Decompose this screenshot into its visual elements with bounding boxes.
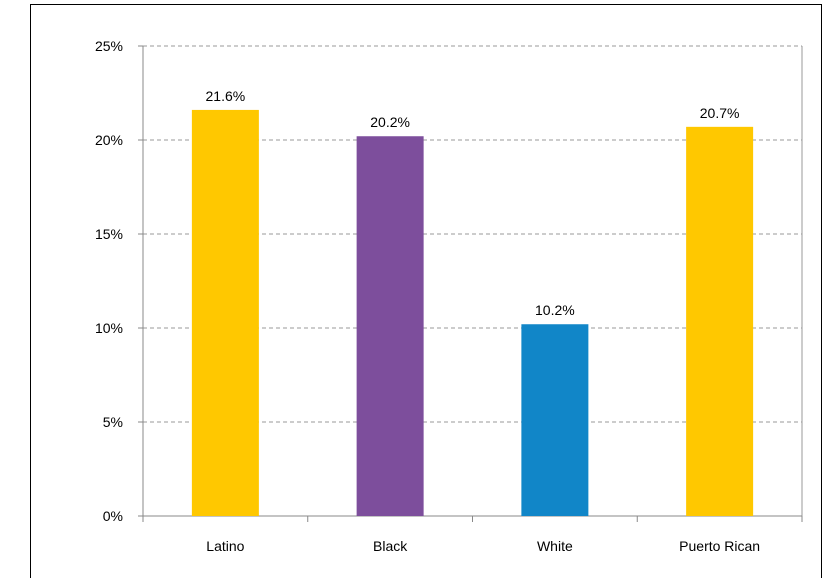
y-tick-label: 10% (95, 320, 123, 336)
x-tick-label: Latino (206, 538, 244, 554)
bar (191, 109, 259, 517)
data-label: 21.6% (206, 88, 246, 104)
bar (686, 126, 754, 516)
bar (356, 136, 424, 517)
x-tick-label: White (537, 538, 573, 554)
data-label: 20.7% (700, 105, 740, 121)
bar (521, 324, 589, 516)
y-tick-label: 5% (103, 414, 123, 430)
y-tick-label: 0% (103, 508, 123, 524)
y-tick-label: 25% (95, 38, 123, 54)
x-tick-label: Black (373, 538, 408, 554)
y-tick-label: 20% (95, 132, 123, 148)
chart-frame (30, 4, 822, 578)
data-label: 20.2% (370, 114, 410, 130)
y-tick-label: 15% (95, 226, 123, 242)
x-tick-label: Puerto Rican (679, 538, 760, 554)
data-label: 10.2% (535, 302, 575, 318)
